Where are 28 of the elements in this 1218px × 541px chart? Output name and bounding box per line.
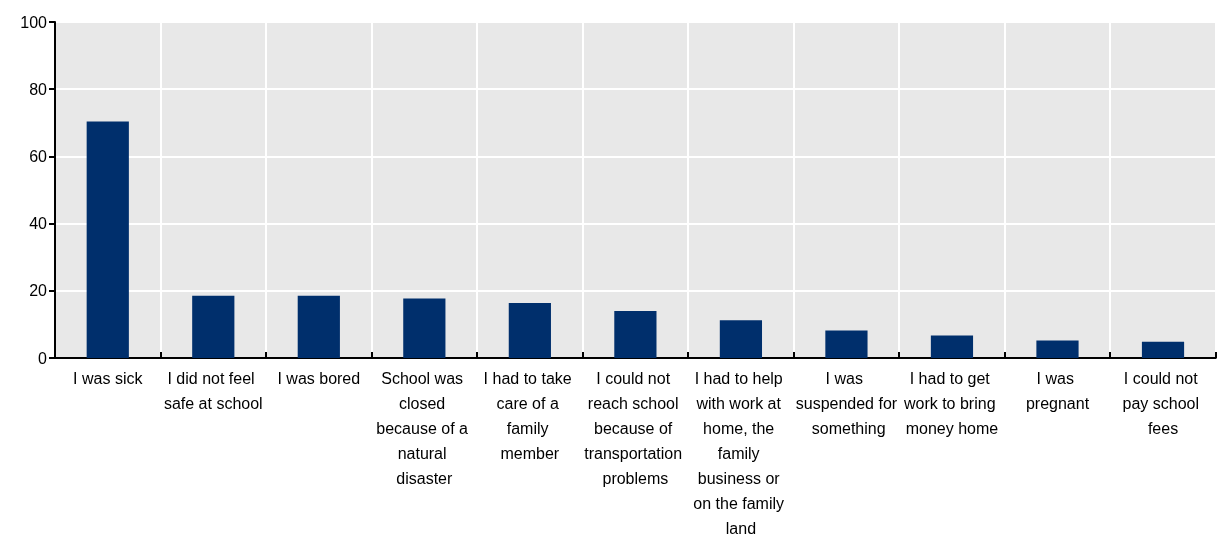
bar <box>930 335 974 358</box>
x-tick-label: I had to help with work at home, the family business or on the family land <box>693 370 789 537</box>
x-tick-label: I had to get work to bring money home <box>902 370 1000 437</box>
bar <box>719 320 763 358</box>
x-tick-label: I could not reach school because of transportation problems <box>584 370 687 487</box>
bar <box>1036 340 1079 358</box>
y-tick-label: 60 <box>29 147 48 165</box>
bar <box>825 330 868 358</box>
y-tick-label: 100 <box>20 13 48 31</box>
x-tick-label: I was suspended for something <box>795 370 898 437</box>
bar <box>614 310 657 358</box>
x-tick-label: I had to take care of a family member <box>483 370 577 462</box>
x-tick-label: School was closed because of a natural disaster <box>376 370 473 487</box>
y-tick-label: 80 <box>29 80 48 98</box>
x-tick-label: I was pregnant <box>1025 370 1090 412</box>
x-tick-label: I did not feel safe at school <box>163 370 263 412</box>
bar <box>297 295 340 358</box>
bar <box>1141 341 1185 358</box>
y-tick-label: 40 <box>29 215 48 233</box>
x-tick-label: I was sick <box>73 370 144 387</box>
x-tick-label: I could not pay school fees <box>1122 370 1204 437</box>
bar <box>86 121 129 358</box>
x-tick-label: I was bored <box>277 370 361 387</box>
bar <box>192 295 235 358</box>
bar <box>508 302 551 358</box>
y-tick-label: 20 <box>29 282 48 300</box>
y-tick-label: 0 <box>38 349 48 367</box>
bar <box>403 298 446 358</box>
